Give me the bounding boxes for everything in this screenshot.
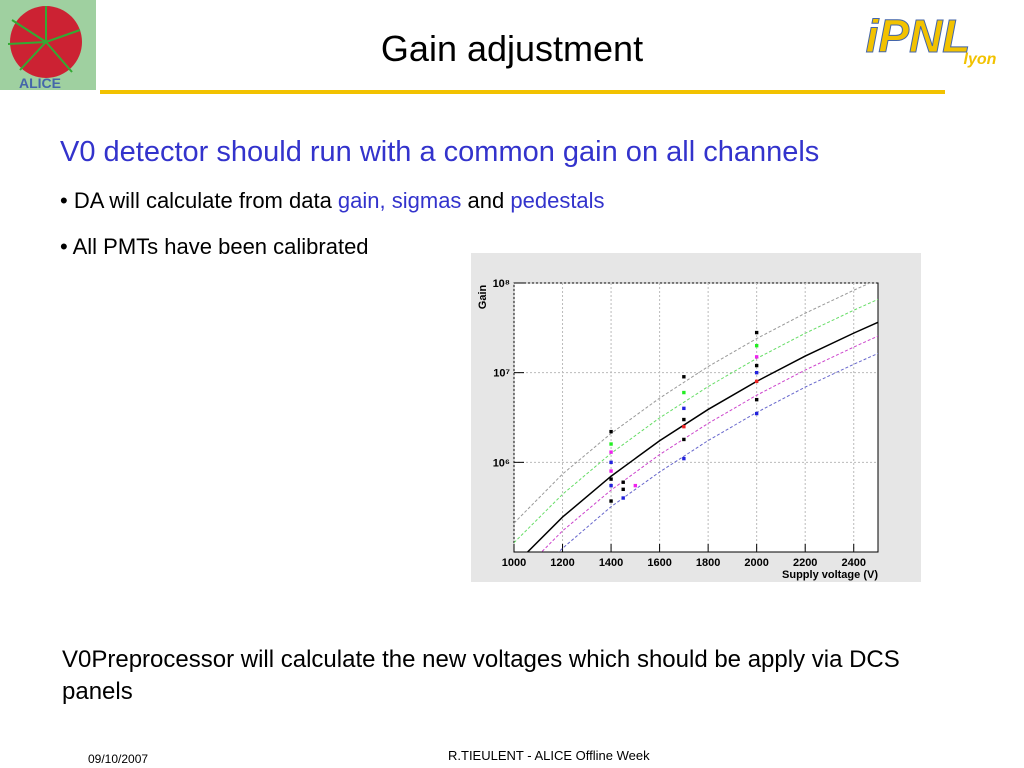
x-tick-label: 2000 [744, 557, 768, 569]
ipnl-logo-text: iPNL [866, 10, 971, 62]
y-tick-label: 10⁶ [493, 457, 510, 469]
data-point [621, 496, 625, 500]
data-point [754, 343, 759, 348]
ipnl-logo-sub: lyon [964, 51, 997, 68]
x-tick-label: 2400 [841, 557, 865, 569]
data-point [754, 363, 759, 368]
gain-curve [526, 321, 878, 552]
gain-curve [514, 283, 872, 524]
data-point [682, 456, 686, 461]
bullet: • DA will calculate from data gain, sigm… [60, 188, 605, 214]
alice-logo-tracks [7, 6, 81, 73]
chart: 1000 1200 1400 1600 1800 2000 2200 2400 10⁶ 10⁷ 10… [477, 278, 878, 581]
footer-credit: R.TIEULENT - ALICE Offline Week [448, 748, 650, 763]
data-point [609, 442, 613, 446]
data-point [754, 370, 759, 375]
data-point [621, 480, 625, 484]
x-tick-label: 1000 [502, 557, 526, 569]
heading: V0 detector should run with a common gai… [60, 136, 820, 168]
data-point [682, 417, 686, 422]
data-point [754, 355, 759, 359]
bullet: • All PMTs have been calibrated [60, 234, 369, 260]
gain-curve [514, 298, 878, 544]
data-point [754, 330, 759, 335]
data-point [609, 483, 613, 488]
x-tick-label: 1600 [647, 557, 671, 569]
alice-logo-text: ALICE [19, 75, 61, 91]
x-tick-label: 1800 [696, 557, 720, 569]
x-axis-label: Supply voltage (V) [782, 569, 878, 581]
footer-date: 09/10/2007 [88, 752, 149, 766]
x-tick-label: 2200 [793, 557, 817, 569]
bullet-text: and [461, 188, 511, 213]
bullet-text: pedestals [510, 188, 605, 213]
data-point [609, 429, 613, 434]
data-point [633, 483, 638, 488]
data-point [754, 397, 759, 402]
bullet-text: gain, sigmas [337, 188, 462, 213]
title: Gain adjustment [380, 28, 644, 69]
data-point [609, 499, 613, 503]
data-point [682, 437, 686, 442]
bullet-text: • DA will calculate from data [60, 188, 338, 213]
data-point [682, 375, 686, 379]
note: V0Preprocessor will calculate the new vo… [62, 646, 900, 705]
data-point [621, 487, 625, 492]
data-point [754, 379, 759, 384]
data-point [682, 406, 686, 411]
data-point [754, 411, 759, 416]
data-point [609, 460, 613, 465]
y-tick-label: 10⁷ [493, 368, 510, 380]
gain-curve [540, 335, 878, 552]
data-point [609, 477, 613, 481]
y-axis-label: Gain [477, 284, 489, 309]
data-point [609, 469, 613, 473]
y-tick-label: 10⁸ [493, 278, 510, 290]
plot-content [514, 283, 878, 552]
data-point [682, 390, 686, 395]
x-tick-label: 1400 [599, 557, 623, 569]
x-tick-label: 1200 [550, 557, 574, 569]
gain-curve [558, 352, 878, 552]
data-point [682, 424, 686, 429]
data-point [609, 450, 613, 454]
bullet-text: • All PMTs have been calibrated [60, 234, 369, 259]
